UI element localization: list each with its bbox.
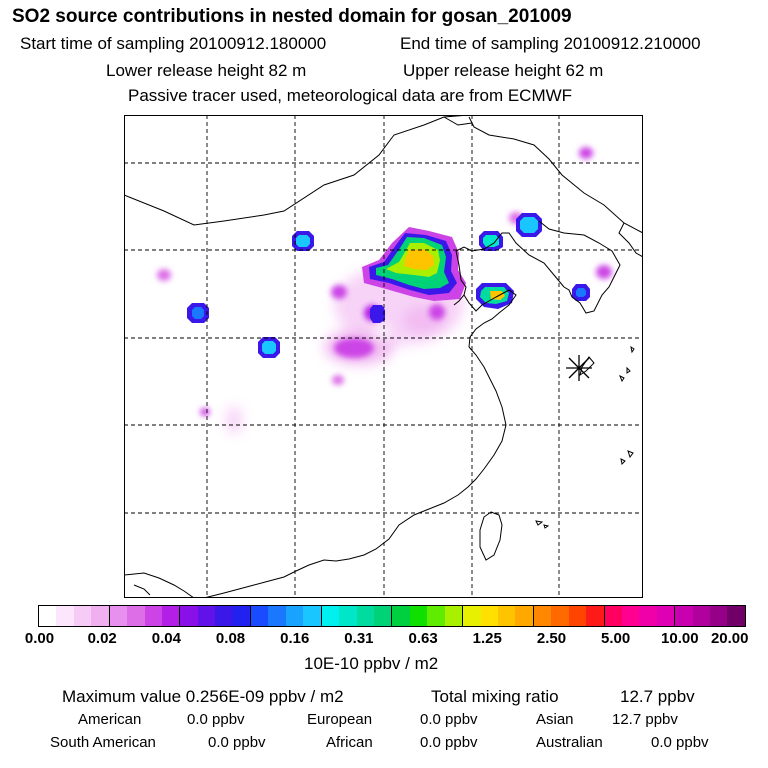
coastlines <box>124 115 643 598</box>
color-scale-swatch <box>675 606 693 626</box>
color-scale-swatch <box>232 606 252 626</box>
color-scale-swatch <box>497 606 516 626</box>
region-south-american-label: South American <box>50 734 156 751</box>
color-scale-swatch <box>109 606 128 626</box>
color-scale-swatch <box>356 606 375 626</box>
region-american-label: American <box>78 711 142 728</box>
color-scale-swatch <box>39 606 57 626</box>
total-mixing-ratio-label: Total mixing ratio <box>431 687 559 706</box>
color-scale-swatch <box>656 606 676 626</box>
concentration-map <box>124 115 643 598</box>
upper-release-height: Upper release height 62 m <box>403 61 604 80</box>
color-scale-tick-label: 0.16 <box>280 630 310 647</box>
region-asian-value: 12.7 ppbv <box>612 711 678 728</box>
region-african-value: 0.0 ppbv <box>420 734 478 751</box>
color-scale-tick-label: 0.63 <box>408 630 438 647</box>
color-scale-tick-label: 0.04 <box>151 630 181 647</box>
color-scale-swatch <box>56 606 74 626</box>
color-scale-swatch <box>480 606 498 626</box>
color-scale-swatch <box>515 606 534 626</box>
color-scale-tick-label: 0.08 <box>215 630 246 647</box>
color-scale-swatch <box>268 606 286 626</box>
color-scale-tick-label: 5.00 <box>601 630 631 647</box>
purple-blobs <box>157 147 612 416</box>
color-scale-tick-label: 1.25 <box>472 630 502 647</box>
region-asian-label: Asian <box>536 711 574 728</box>
color-scale-swatch <box>180 606 198 626</box>
color-scale-swatch <box>710 606 728 626</box>
color-scale-swatch <box>144 606 162 626</box>
region-australian-label: Australian <box>536 734 603 751</box>
color-scale-swatch <box>639 606 657 626</box>
region-south-american-value: 0.0 ppbv <box>208 734 266 751</box>
color-scale-tick-label: 10.00 <box>661 630 699 647</box>
total-mixing-ratio-value: 12.7 ppbv <box>620 687 695 706</box>
region-australian-value: 0.0 ppbv <box>651 734 709 751</box>
sampling-start-time: Start time of sampling 20100912.180000 <box>20 34 327 53</box>
color-scale-tick-label: 0.00 <box>24 630 55 647</box>
color-scale-swatch <box>197 606 216 626</box>
color-scale-swatch <box>692 606 711 626</box>
color-scale-swatch <box>339 606 357 626</box>
color-scale-swatch <box>127 606 145 626</box>
color-scale-swatch <box>73 606 92 626</box>
color-scale-swatch <box>463 606 481 626</box>
receptor-marker <box>566 355 592 381</box>
lower-release-height: Lower release height 82 m <box>106 61 307 80</box>
sampling-end-time: End time of sampling 20100912.210000 <box>400 34 701 53</box>
main-source-plume <box>362 227 466 301</box>
color-scale-swatch <box>533 606 552 626</box>
color-scale-swatch <box>161 606 181 626</box>
color-scale-swatch <box>91 606 110 626</box>
color-scale-tick-label: 0.02 <box>87 630 117 647</box>
color-scale-swatch <box>551 606 569 626</box>
color-scale-swatch <box>621 606 640 626</box>
color-scale-swatch <box>392 606 410 626</box>
color-scale-swatch <box>568 606 587 626</box>
tracer-note: Passive tracer used, meteorological data… <box>128 86 573 105</box>
color-scale-swatch <box>215 606 233 626</box>
color-scale-swatch <box>604 606 622 626</box>
region-american-value: 0.0 ppbv <box>187 711 245 728</box>
color-scale-swatch <box>374 606 393 626</box>
color-scale-swatch <box>409 606 428 626</box>
hotspot-markers <box>187 213 590 358</box>
maximum-value: Maximum value 0.256E-09 ppbv / m2 <box>62 687 344 706</box>
region-european-value: 0.0 ppbv <box>420 711 478 728</box>
color-scale-units: 10E-10 ppbv / m2 <box>304 654 439 673</box>
color-scale-tick-label: 0.31 <box>344 630 374 647</box>
color-scale-tick-label: 20.00 <box>710 630 749 647</box>
color-scale-swatch <box>427 606 445 626</box>
color-scale-swatch <box>727 606 745 626</box>
color-scale-swatch <box>586 606 605 626</box>
color-scale-swatch <box>444 606 464 626</box>
map-title: SO2 source contributions in nested domai… <box>12 6 572 27</box>
map-canvas <box>124 115 643 598</box>
region-african-label: African <box>326 734 373 751</box>
graticule <box>124 115 643 598</box>
color-scale-tick-label: 2.50 <box>536 630 567 647</box>
region-european-label: European <box>307 711 373 728</box>
color-scale-swatch <box>285 606 304 626</box>
color-scale-bar <box>38 605 746 627</box>
color-scale-swatch <box>251 606 269 626</box>
color-scale-swatch <box>321 606 340 626</box>
color-scale-swatch <box>303 606 322 626</box>
